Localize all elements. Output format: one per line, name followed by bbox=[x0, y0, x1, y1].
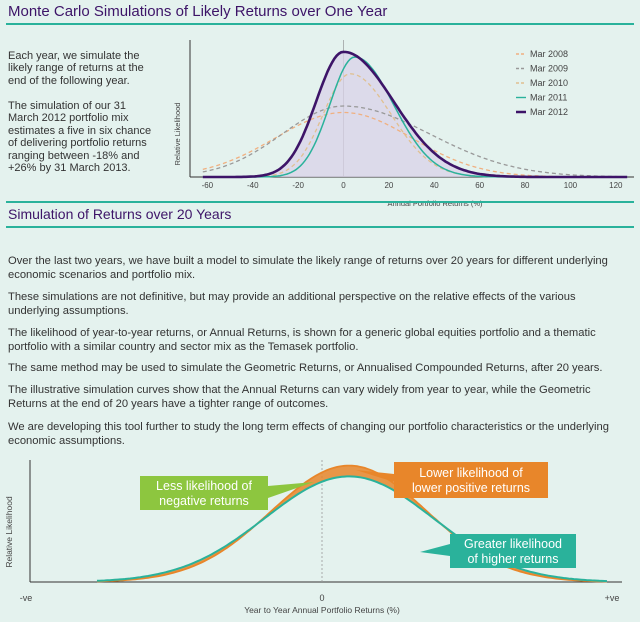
chart1-x-tick-label: 120 bbox=[609, 181, 623, 190]
intro-paragraph-2: The simulation of our 31 March 2012 port… bbox=[8, 100, 152, 175]
title-divider bbox=[6, 23, 634, 25]
chart1-lines bbox=[202, 50, 628, 179]
chart1-series-line bbox=[202, 105, 628, 178]
body-paragraph-2: These simulations are not definitive, bu… bbox=[8, 291, 576, 317]
chart1-x-tick-label: -40 bbox=[247, 181, 259, 190]
annotation-greater-likelihood-box bbox=[420, 534, 576, 568]
body-paragraph-1: Over the last two years, we have built a… bbox=[8, 255, 608, 281]
chart1-legend-label: Mar 2008 bbox=[530, 49, 568, 59]
chart1-legend: Mar 2008 Mar 2009 Mar 2010 Mar 2011 Mar 2012 bbox=[516, 49, 568, 117]
chart2-x-tick-label: -ve bbox=[20, 593, 33, 603]
annotation-lower-likelihood-box bbox=[356, 462, 548, 498]
chart1-x-tick-label: 0 bbox=[341, 181, 346, 190]
annotation-greater-likelihood-line1: Greater likelihood bbox=[464, 537, 562, 551]
section-title-simulation-20-years: Simulation of Returns over 20 Years bbox=[8, 206, 232, 222]
section-divider-top bbox=[6, 201, 634, 203]
chart1-series-line bbox=[202, 50, 628, 179]
intro-paragraph-1: Each year, we simulate the likely range … bbox=[8, 50, 144, 87]
chart1-x-tick-label: 60 bbox=[475, 181, 484, 190]
body-paragraph-4: The same method may be used to simulate … bbox=[8, 362, 603, 374]
chart1-legend-label: Mar 2012 bbox=[530, 107, 568, 117]
annotation-lower-likelihood-line2: lower positive returns bbox=[412, 481, 530, 495]
chart1-x-tick-label: -60 bbox=[202, 181, 214, 190]
chart1-x-tick-label: 80 bbox=[521, 181, 530, 190]
annotation-lower-likelihood-line1: Lower likelihood of bbox=[419, 466, 523, 480]
chart1-legend-label: Mar 2010 bbox=[530, 78, 568, 88]
chart2-ticks: -ve 0 +ve bbox=[20, 593, 620, 603]
chart2-orange-curve bbox=[96, 464, 607, 583]
section-divider-bottom bbox=[6, 226, 634, 228]
annotation-greater-likelihood-line2: of higher returns bbox=[467, 552, 558, 566]
chart1-fill bbox=[202, 51, 628, 177]
annotation-less-likelihood-box bbox=[140, 476, 314, 510]
chart1-x-tick-label: 20 bbox=[384, 181, 393, 190]
chart1-ticks: -60 -40 -20 0 20 40 60 80 100 120 bbox=[202, 181, 623, 190]
chart1-legend-label: Mar 2011 bbox=[530, 93, 567, 103]
chart1-x-axis-label: Annual Portfolio Returns (%) bbox=[387, 199, 483, 208]
section-title-monte-carlo: Monte Carlo Simulations of Likely Return… bbox=[8, 3, 388, 20]
chart2-x-tick-label: +ve bbox=[605, 593, 620, 603]
annotation-less-likelihood-line2: negative returns bbox=[159, 494, 249, 508]
chart1-legend-label: Mar 2009 bbox=[530, 64, 568, 74]
annotation-less-likelihood-line1: Less likelihood of bbox=[156, 479, 252, 493]
body-paragraph-6: We are developing this tool further to s… bbox=[8, 421, 609, 447]
chart2-y-axis-label: Relative Likelihood bbox=[4, 496, 14, 568]
chart1-x-tick-label: 40 bbox=[430, 181, 439, 190]
chart2-x-axis-label: Year to Year Annual Portfolio Returns (%… bbox=[244, 605, 400, 615]
chart1-x-tick-label: -20 bbox=[292, 181, 304, 190]
chart2-x-tick-label: 0 bbox=[319, 593, 324, 603]
chart1-fill-area bbox=[202, 51, 628, 177]
chart1-x-tick-label: 100 bbox=[564, 181, 578, 190]
body-paragraph-3: The likelihood of year-to-year returns, … bbox=[8, 327, 596, 353]
body-paragraph-5: The illustrative simulation curves show … bbox=[8, 384, 591, 410]
chart1-series-line bbox=[202, 73, 628, 178]
chart2-teal-curve bbox=[96, 475, 608, 583]
chart1-y-axis-label: Relative Likelihood bbox=[173, 103, 182, 166]
